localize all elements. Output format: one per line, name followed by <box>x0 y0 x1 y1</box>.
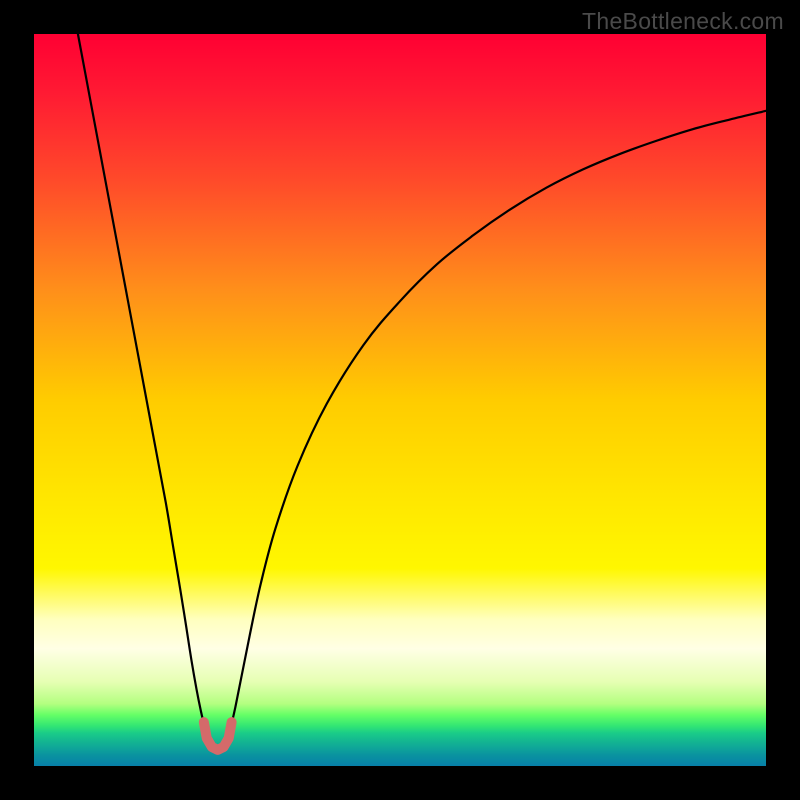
chart-container: TheBottleneck.com <box>0 0 800 800</box>
watermark-text: TheBottleneck.com <box>582 8 784 35</box>
plot-background <box>34 34 766 766</box>
plot-svg <box>0 0 800 800</box>
